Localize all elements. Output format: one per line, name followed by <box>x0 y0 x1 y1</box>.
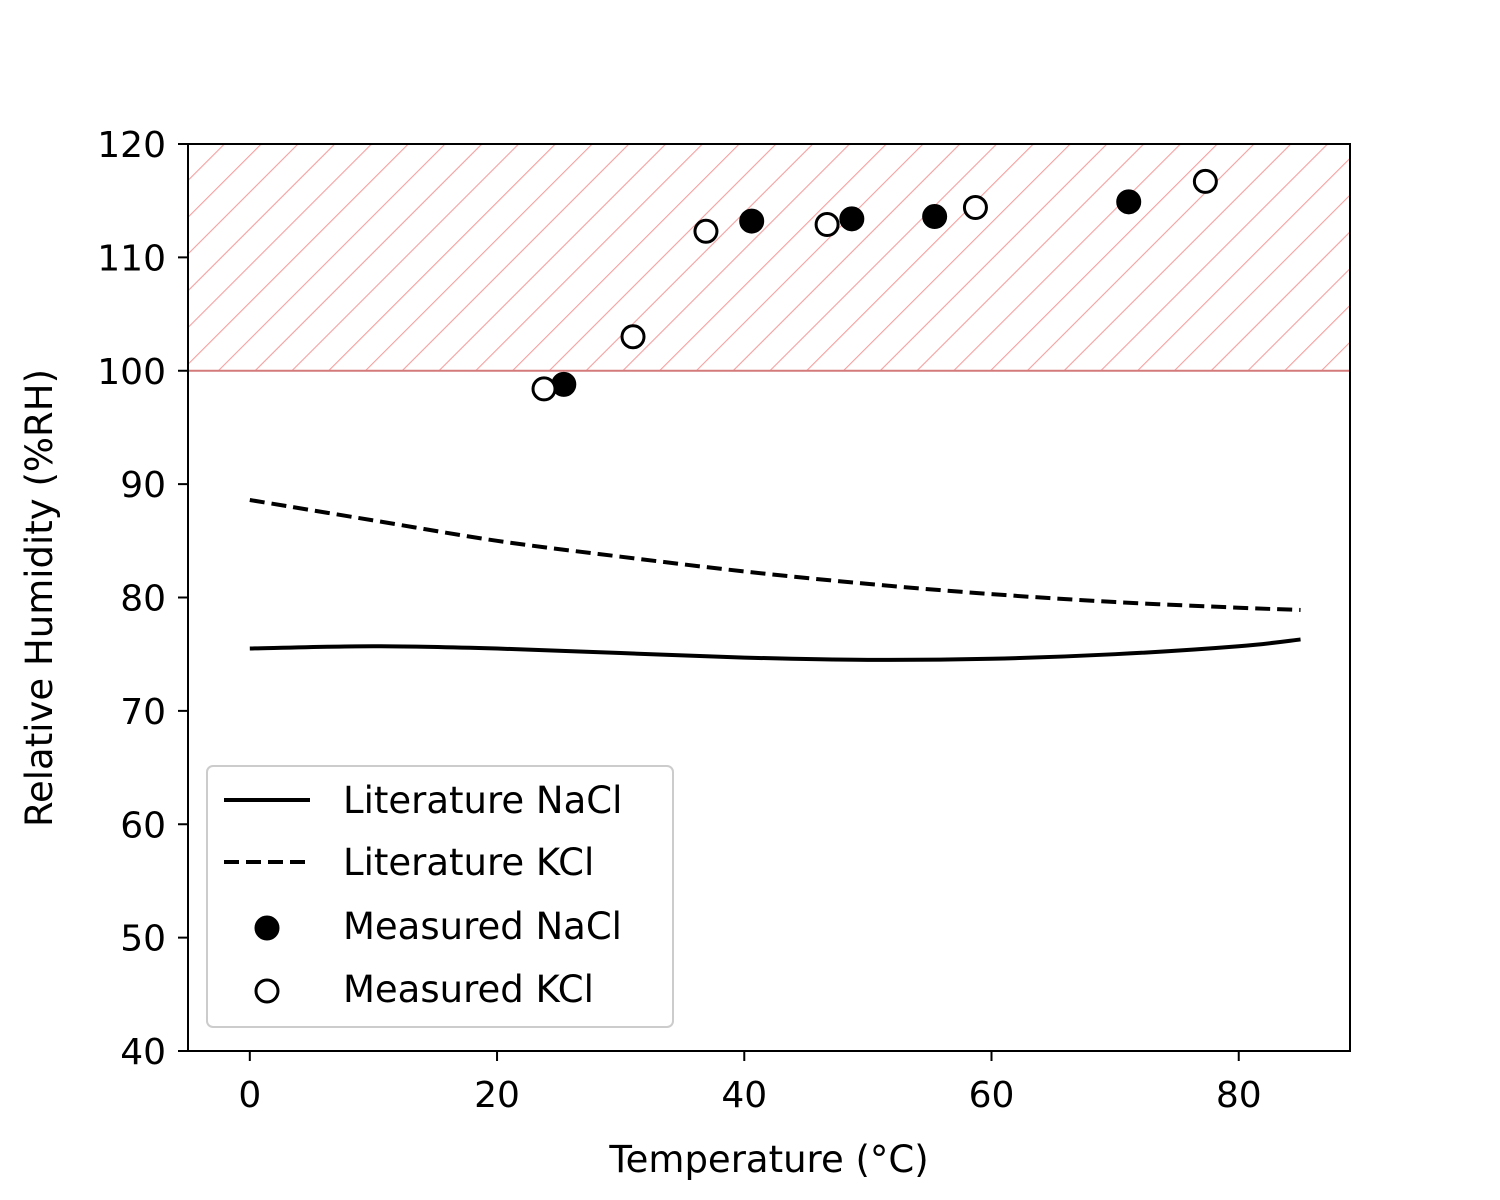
series-line-literature-nacl <box>249 637 1301 662</box>
data-point-measured-nacl <box>922 204 948 230</box>
series-points <box>531 168 1218 402</box>
data-point-measured-nacl <box>1116 189 1142 215</box>
legend-label-measured-kcl: Measured KCl <box>343 968 594 1011</box>
legend-label-literature-kcl: Literature KCl <box>343 841 594 884</box>
y-tick-label: 50 <box>120 919 166 960</box>
legend-swatch-measured-kcl <box>254 978 280 1004</box>
shaded-region-hatch <box>188 144 1350 371</box>
data-point-measured-kcl <box>962 194 988 220</box>
x-tick-label: 0 <box>238 1075 261 1116</box>
data-point-measured-nacl <box>739 208 765 234</box>
data-point-measured-kcl <box>693 218 719 244</box>
y-tick-label: 100 <box>97 352 166 393</box>
y-tick-label: 80 <box>120 579 166 620</box>
x-tick-label: 80 <box>1216 1075 1262 1116</box>
data-point-measured-kcl <box>1192 168 1218 194</box>
legend-frame <box>206 765 674 1028</box>
x-tick-label: 20 <box>474 1075 520 1116</box>
y-tick-label: 60 <box>120 805 166 846</box>
data-point-measured-nacl <box>839 206 865 232</box>
series-line-literature-kcl <box>249 498 1301 612</box>
y-tick-label: 120 <box>97 125 166 166</box>
y-axis-ticks: 40 50 60 70 80 90 100 110 120 <box>97 125 188 1073</box>
x-tick-label: 60 <box>969 1075 1015 1116</box>
data-point-measured-kcl <box>620 324 646 350</box>
data-point-measured-kcl <box>531 376 557 402</box>
legend: Literature NaCl Literature KCl Measured Na… <box>206 765 674 1028</box>
y-tick-label: 40 <box>120 1032 166 1073</box>
y-tick-label: 110 <box>97 238 166 279</box>
supersaturation-region <box>188 144 1350 372</box>
legend-label-literature-nacl: Literature NaCl <box>343 779 622 822</box>
y-axis-label: Relative Humidity (%RH) <box>18 369 61 827</box>
y-tick-label: 70 <box>120 692 166 733</box>
data-point-measured-kcl <box>814 211 840 237</box>
legend-label-measured-nacl: Measured NaCl <box>343 905 622 948</box>
series-lines <box>249 498 1301 662</box>
x-tick-label: 40 <box>721 1075 767 1116</box>
y-tick-label: 90 <box>120 465 166 506</box>
x-axis-label: Temperature (°C) <box>608 1138 928 1181</box>
legend-swatch-measured-nacl <box>254 915 280 941</box>
x-axis-ticks: 0 20 40 60 80 <box>238 1051 1262 1116</box>
